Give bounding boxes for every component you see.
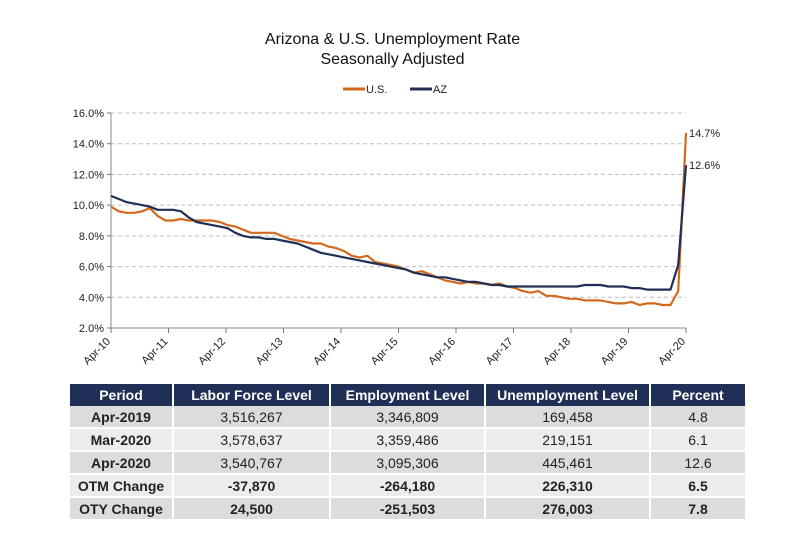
y-tick-label: 14.0% bbox=[73, 139, 104, 151]
chart-series bbox=[110, 132, 688, 307]
header-unemployment: Unemployment Level bbox=[485, 384, 651, 406]
cell-labor-force: -37,870 bbox=[173, 474, 331, 498]
cell-unemployment: 276,003 bbox=[485, 497, 651, 521]
cell-employment: 3,346,809 bbox=[330, 406, 486, 429]
x-tick-label: Apr-19 bbox=[599, 336, 631, 368]
x-tick-label: Apr-20 bbox=[656, 336, 688, 368]
series-line-az bbox=[110, 165, 688, 291]
chart-annotations: 14.7% 12.6% bbox=[689, 128, 720, 172]
cell-percent: 4.8 bbox=[650, 406, 745, 429]
table-row: OTY Change 24,500 -251,503 276,003 7.8 bbox=[70, 497, 745, 521]
x-tick-label: Apr-18 bbox=[541, 336, 573, 368]
header-employment: Employment Level bbox=[330, 384, 486, 406]
chart-subtitle: Seasonally Adjusted bbox=[320, 51, 465, 68]
x-tick-label: Apr-11 bbox=[139, 336, 170, 367]
cell-unemployment: 226,310 bbox=[485, 474, 651, 498]
cell-labor-force: 24,500 bbox=[173, 497, 331, 521]
table-row: OTM Change -37,870 -264,180 226,310 6.5 bbox=[70, 474, 745, 498]
legend-label-us: U.S. bbox=[366, 84, 387, 96]
table-row: Mar-2020 3,578,637 3,359,486 219,151 6.1 bbox=[70, 428, 745, 452]
cell-percent: 6.5 bbox=[650, 474, 745, 498]
y-tick-label: 16.0% bbox=[73, 108, 104, 120]
cell-employment: -251,503 bbox=[330, 497, 486, 521]
employment-table: Period Labor Force Level Employment Leve… bbox=[70, 384, 745, 521]
cell-period: Apr-2020 bbox=[70, 451, 174, 475]
y-tick-label: 4.0% bbox=[79, 292, 104, 304]
cell-percent: 7.8 bbox=[650, 497, 745, 521]
chart-grid bbox=[111, 112, 686, 298]
cell-unemployment: 169,458 bbox=[485, 406, 651, 429]
y-tick-label: 6.0% bbox=[79, 262, 104, 274]
y-tick-label: 12.0% bbox=[73, 169, 104, 181]
header-period: Period bbox=[70, 384, 174, 406]
cell-labor-force: 3,540,767 bbox=[173, 451, 331, 475]
x-tick-label: Apr-12 bbox=[196, 336, 228, 368]
cell-unemployment: 219,151 bbox=[485, 428, 651, 452]
cell-percent: 6.1 bbox=[650, 428, 745, 452]
header-percent: Percent bbox=[650, 384, 745, 406]
table-row: Apr-2019 3,516,267 3,346,809 169,458 4.8 bbox=[70, 406, 745, 429]
cell-labor-force: 3,516,267 bbox=[173, 406, 331, 429]
cell-period: Mar-2020 bbox=[70, 428, 174, 452]
cell-unemployment: 445,461 bbox=[485, 451, 651, 475]
cell-period: Apr-2019 bbox=[70, 406, 174, 429]
x-axis: Apr-10 Apr-11 Apr-12 Apr-13 Apr-14 Apr-15 Apr-… bbox=[81, 327, 688, 368]
legend-label-az: AZ bbox=[433, 84, 447, 96]
chart-title-block: Arizona & U.S. Unemployment Rate Seasona… bbox=[0, 30, 785, 70]
header-labor-force: Labor Force Level bbox=[173, 384, 331, 406]
cell-labor-force: 3,578,637 bbox=[173, 428, 331, 452]
y-tick-label: 10.0% bbox=[73, 200, 104, 212]
y-tick-label: 2.0% bbox=[79, 323, 104, 335]
annotation-az-end: 12.6% bbox=[689, 160, 720, 172]
y-axis: 2.0% 4.0% 6.0% 8.0% 10.0% 12.0% 14.0% 16.0% bbox=[73, 108, 112, 335]
employment-table-container: Period Labor Force Level Employment Leve… bbox=[70, 384, 745, 521]
cell-period: OTY Change bbox=[70, 497, 174, 521]
cell-employment: 3,095,306 bbox=[330, 451, 486, 475]
x-tick-label: Apr-15 bbox=[369, 336, 401, 368]
line-chart: U.S. AZ 2.0% 4.0% 6.0% 8.0% 10.0% 12.0% 14.0% 16… bbox=[73, 84, 721, 368]
table-header-row: Period Labor Force Level Employment Leve… bbox=[70, 384, 745, 406]
x-tick-label: Apr-10 bbox=[81, 336, 113, 368]
cell-percent: 12.6 bbox=[650, 451, 745, 475]
y-tick-label: 8.0% bbox=[79, 231, 104, 243]
x-tick-label: Apr-14 bbox=[311, 336, 343, 368]
x-tick-label: Apr-17 bbox=[484, 336, 516, 368]
cell-employment: -264,180 bbox=[330, 474, 486, 498]
chart-legend: U.S. AZ bbox=[343, 84, 447, 96]
x-tick-label: Apr-16 bbox=[426, 336, 458, 368]
table-row: Apr-2020 3,540,767 3,095,306 445,461 12.… bbox=[70, 451, 745, 475]
cell-employment: 3,359,486 bbox=[330, 428, 486, 452]
annotation-us-end: 14.7% bbox=[689, 128, 720, 140]
chart-title: Arizona & U.S. Unemployment Rate bbox=[264, 31, 521, 48]
x-tick-label: Apr-13 bbox=[254, 336, 286, 368]
cell-period: OTM Change bbox=[70, 474, 174, 498]
series-line-us bbox=[110, 132, 688, 307]
